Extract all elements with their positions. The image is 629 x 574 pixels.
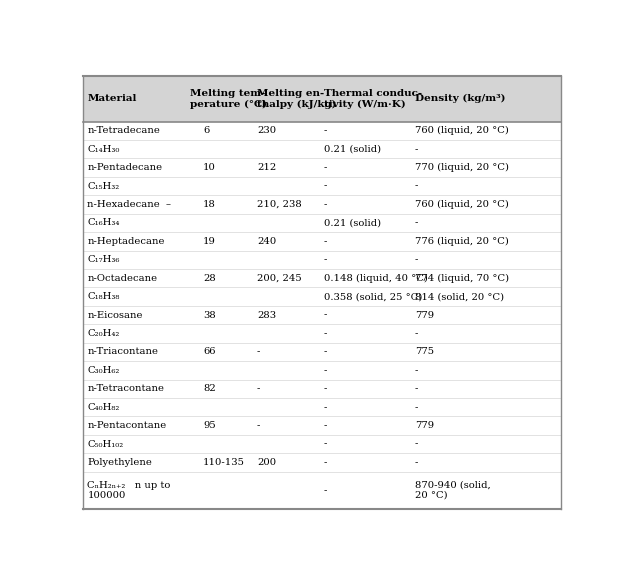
Text: -: - (324, 311, 327, 320)
Text: -: - (415, 145, 418, 154)
Text: -: - (415, 458, 418, 467)
Text: -: - (324, 385, 327, 393)
Text: C₁₈H₃₈: C₁₈H₃₈ (87, 292, 120, 301)
Text: C₄₀H₈₂: C₄₀H₈₂ (87, 403, 120, 412)
Text: 775: 775 (415, 347, 434, 356)
Text: 66: 66 (203, 347, 215, 356)
Text: 212: 212 (257, 163, 276, 172)
Text: -: - (415, 440, 418, 449)
Text: -: - (324, 403, 327, 412)
Text: n-Heptadecane: n-Heptadecane (87, 237, 165, 246)
Text: 200: 200 (257, 458, 276, 467)
Text: 779: 779 (415, 421, 434, 430)
Text: -: - (415, 403, 418, 412)
Text: n-Pentacontane: n-Pentacontane (87, 421, 167, 430)
Text: -: - (324, 421, 327, 430)
Text: Material: Material (87, 94, 136, 103)
Text: n-Octadecane: n-Octadecane (87, 274, 157, 283)
Text: n-Tetracontane: n-Tetracontane (87, 385, 164, 393)
Text: 28: 28 (203, 274, 216, 283)
Text: C₁₇H₃₆: C₁₇H₃₆ (87, 255, 120, 264)
Text: -: - (415, 366, 418, 375)
Text: 200, 245: 200, 245 (257, 274, 302, 283)
Text: 0.148 (liquid, 40 °C): 0.148 (liquid, 40 °C) (324, 274, 428, 283)
Text: n-Triacontane: n-Triacontane (87, 347, 159, 356)
Text: -: - (415, 385, 418, 393)
Text: 770 (liquid, 20 °C): 770 (liquid, 20 °C) (415, 163, 509, 172)
Text: -: - (415, 255, 418, 264)
Text: -: - (324, 126, 327, 135)
Text: -: - (324, 366, 327, 375)
Text: -: - (324, 458, 327, 467)
Text: Polyethylene: Polyethylene (87, 458, 152, 467)
Text: 210, 238: 210, 238 (257, 200, 302, 209)
Text: 230: 230 (257, 126, 276, 135)
Text: n-Eicosane: n-Eicosane (87, 311, 143, 320)
Bar (84, 76, 561, 122)
Text: n-Tetradecane: n-Tetradecane (87, 126, 160, 135)
Text: -: - (324, 200, 327, 209)
Text: -: - (324, 255, 327, 264)
Text: Melting en-
thalpy (kJ/kg): Melting en- thalpy (kJ/kg) (257, 88, 337, 108)
Text: -: - (415, 329, 418, 338)
Text: C₂₀H₄₂: C₂₀H₄₂ (87, 329, 120, 338)
Text: 760 (liquid, 20 °C): 760 (liquid, 20 °C) (415, 126, 508, 135)
Text: 38: 38 (203, 311, 216, 320)
Text: 240: 240 (257, 237, 276, 246)
Text: n-Pentadecane: n-Pentadecane (87, 163, 162, 172)
Text: 774 (liquid, 70 °C): 774 (liquid, 70 °C) (415, 274, 509, 283)
Text: -: - (324, 181, 327, 191)
Text: 776 (liquid, 20 °C): 776 (liquid, 20 °C) (415, 237, 508, 246)
Text: -: - (415, 181, 418, 191)
Text: Thermal conduc-
tivity (W/m·K): Thermal conduc- tivity (W/m·K) (324, 88, 422, 108)
Text: 283: 283 (257, 311, 276, 320)
Text: C₅₀H₁₀₂: C₅₀H₁₀₂ (87, 440, 124, 449)
Text: 19: 19 (203, 237, 216, 246)
Text: 82: 82 (203, 385, 216, 393)
Text: 18: 18 (203, 200, 216, 209)
Text: CₙH₂ₙ₊₂   n up to
100000: CₙH₂ₙ₊₂ n up to 100000 (87, 480, 171, 500)
Text: C₃₀H₆₂: C₃₀H₆₂ (87, 366, 120, 375)
Text: 0.21 (solid): 0.21 (solid) (324, 145, 381, 154)
Text: 0.21 (solid): 0.21 (solid) (324, 219, 381, 227)
Text: n-Hexadecane  –: n-Hexadecane – (87, 200, 171, 209)
Text: -: - (324, 237, 327, 246)
Text: 870-940 (solid,
20 °C): 870-940 (solid, 20 °C) (415, 480, 491, 500)
Text: 6: 6 (203, 126, 209, 135)
Text: 95: 95 (203, 421, 216, 430)
Text: 10: 10 (203, 163, 216, 172)
Text: 0.358 (solid, 25 °C): 0.358 (solid, 25 °C) (324, 292, 422, 301)
Text: -: - (257, 347, 260, 356)
Text: -: - (324, 347, 327, 356)
Text: Density (kg/m³): Density (kg/m³) (415, 94, 505, 103)
Text: C₁₆H₃₄: C₁₆H₃₄ (87, 219, 120, 227)
Text: C₁₅H₃₂: C₁₅H₃₂ (87, 181, 120, 191)
Text: 814 (solid, 20 °C): 814 (solid, 20 °C) (415, 292, 504, 301)
Text: -: - (324, 329, 327, 338)
Text: -: - (415, 219, 418, 227)
Text: 760 (liquid, 20 °C): 760 (liquid, 20 °C) (415, 200, 508, 209)
Text: -: - (324, 163, 327, 172)
Text: -: - (257, 421, 260, 430)
Text: Melting tem-
perature (°C): Melting tem- perature (°C) (190, 88, 267, 108)
Text: -: - (257, 385, 260, 393)
Text: -: - (324, 486, 327, 495)
Text: 110-135: 110-135 (203, 458, 245, 467)
Text: -: - (324, 440, 327, 449)
Text: 779: 779 (415, 311, 434, 320)
Text: C₁₄H₃₀: C₁₄H₃₀ (87, 145, 120, 154)
